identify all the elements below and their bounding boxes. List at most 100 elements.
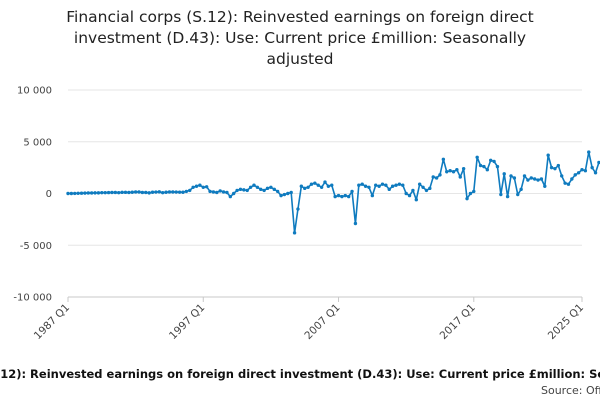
data-point [343,193,347,198]
data-point [475,155,479,159]
data-point [164,190,168,194]
data-point [448,169,452,173]
data-point [323,180,327,184]
data-point [106,190,111,195]
data-point [133,190,138,194]
data-point [66,191,70,196]
data-point [123,190,128,195]
title-line-1: Financial corps (S.12): Reinvested earni… [66,8,534,26]
data-point [262,188,266,193]
data-point [374,183,378,187]
data-point [380,182,385,186]
x-tick-label: 2025 Q1 [546,302,586,342]
data-point [137,190,141,194]
series-line [68,151,600,234]
data-point [468,191,473,196]
data-point [478,163,483,168]
data-point [279,193,283,198]
data-point [529,176,533,180]
data-point [289,190,293,195]
data-point [174,190,178,194]
source-note: Source: Office for National Statistics [541,384,600,397]
data-point [286,191,290,196]
data-point [563,181,567,185]
data-point [546,153,550,157]
data-point [390,184,395,188]
data-point [69,191,74,196]
data-point [171,190,175,194]
data-point [472,189,476,194]
data-point [353,221,358,226]
data-point [431,175,435,179]
data-point [86,191,90,195]
data-point [76,191,80,195]
data-point [536,178,540,182]
data-point [326,184,331,188]
data-point [184,189,189,194]
data-point [232,191,236,196]
data-point [83,191,87,195]
data-point [404,191,408,196]
data-point [417,182,422,186]
data-point [201,185,205,189]
data-point [570,177,574,181]
data-point [120,190,124,195]
data-point [221,190,226,194]
data-point [160,190,165,195]
data-point [522,174,527,178]
data-point [282,192,287,197]
chart-title: Financial corps (S.12): Reinvested earni… [66,8,534,68]
data-point [147,191,151,195]
data-point [489,158,493,163]
data-point [73,191,77,196]
data-point [346,194,351,199]
data-point [117,190,121,195]
data-point [360,182,364,186]
title-line-3: adjusted [267,50,334,68]
data-point [495,164,500,169]
x-axis-ticks: 1987 Q1 1997 Q1 2007 Q1 2017 Q1 2025 Q1 [32,296,586,342]
data-point [340,194,344,199]
data-point [438,173,442,177]
data-point [387,187,391,192]
data-point [188,188,192,193]
data-point [549,165,554,170]
data-point [451,170,456,174]
data-point [363,184,368,188]
x-tick-label: 1987 Q1 [32,302,72,342]
data-point [367,185,371,189]
data-point [140,190,145,195]
data-point [458,175,462,179]
data-point [259,187,263,192]
data-point [357,183,361,187]
y-tick-label: 10 000 [17,86,52,97]
x-tick-label: 2017 Q1 [438,302,478,342]
data-point [424,188,429,193]
data-point [127,190,131,195]
data-point [583,169,588,173]
data-point [502,172,506,176]
data-point [218,189,222,193]
data-point [377,184,381,188]
data-point [130,190,134,194]
data-point [225,190,229,195]
data-point [407,193,412,198]
data-point [333,194,337,199]
data-point [177,190,182,194]
data-point [265,186,270,191]
data-point [181,190,185,194]
data-point [428,186,432,191]
data-point [384,183,388,187]
data-point [566,182,571,186]
data-point [167,190,172,194]
data-point [593,171,598,175]
data-point [191,185,195,189]
data-point [553,166,557,171]
data-point [576,171,581,175]
data-point [144,190,148,195]
data-point [198,183,202,187]
data-point [272,187,276,192]
data-point [411,188,415,193]
data-point [597,160,600,165]
